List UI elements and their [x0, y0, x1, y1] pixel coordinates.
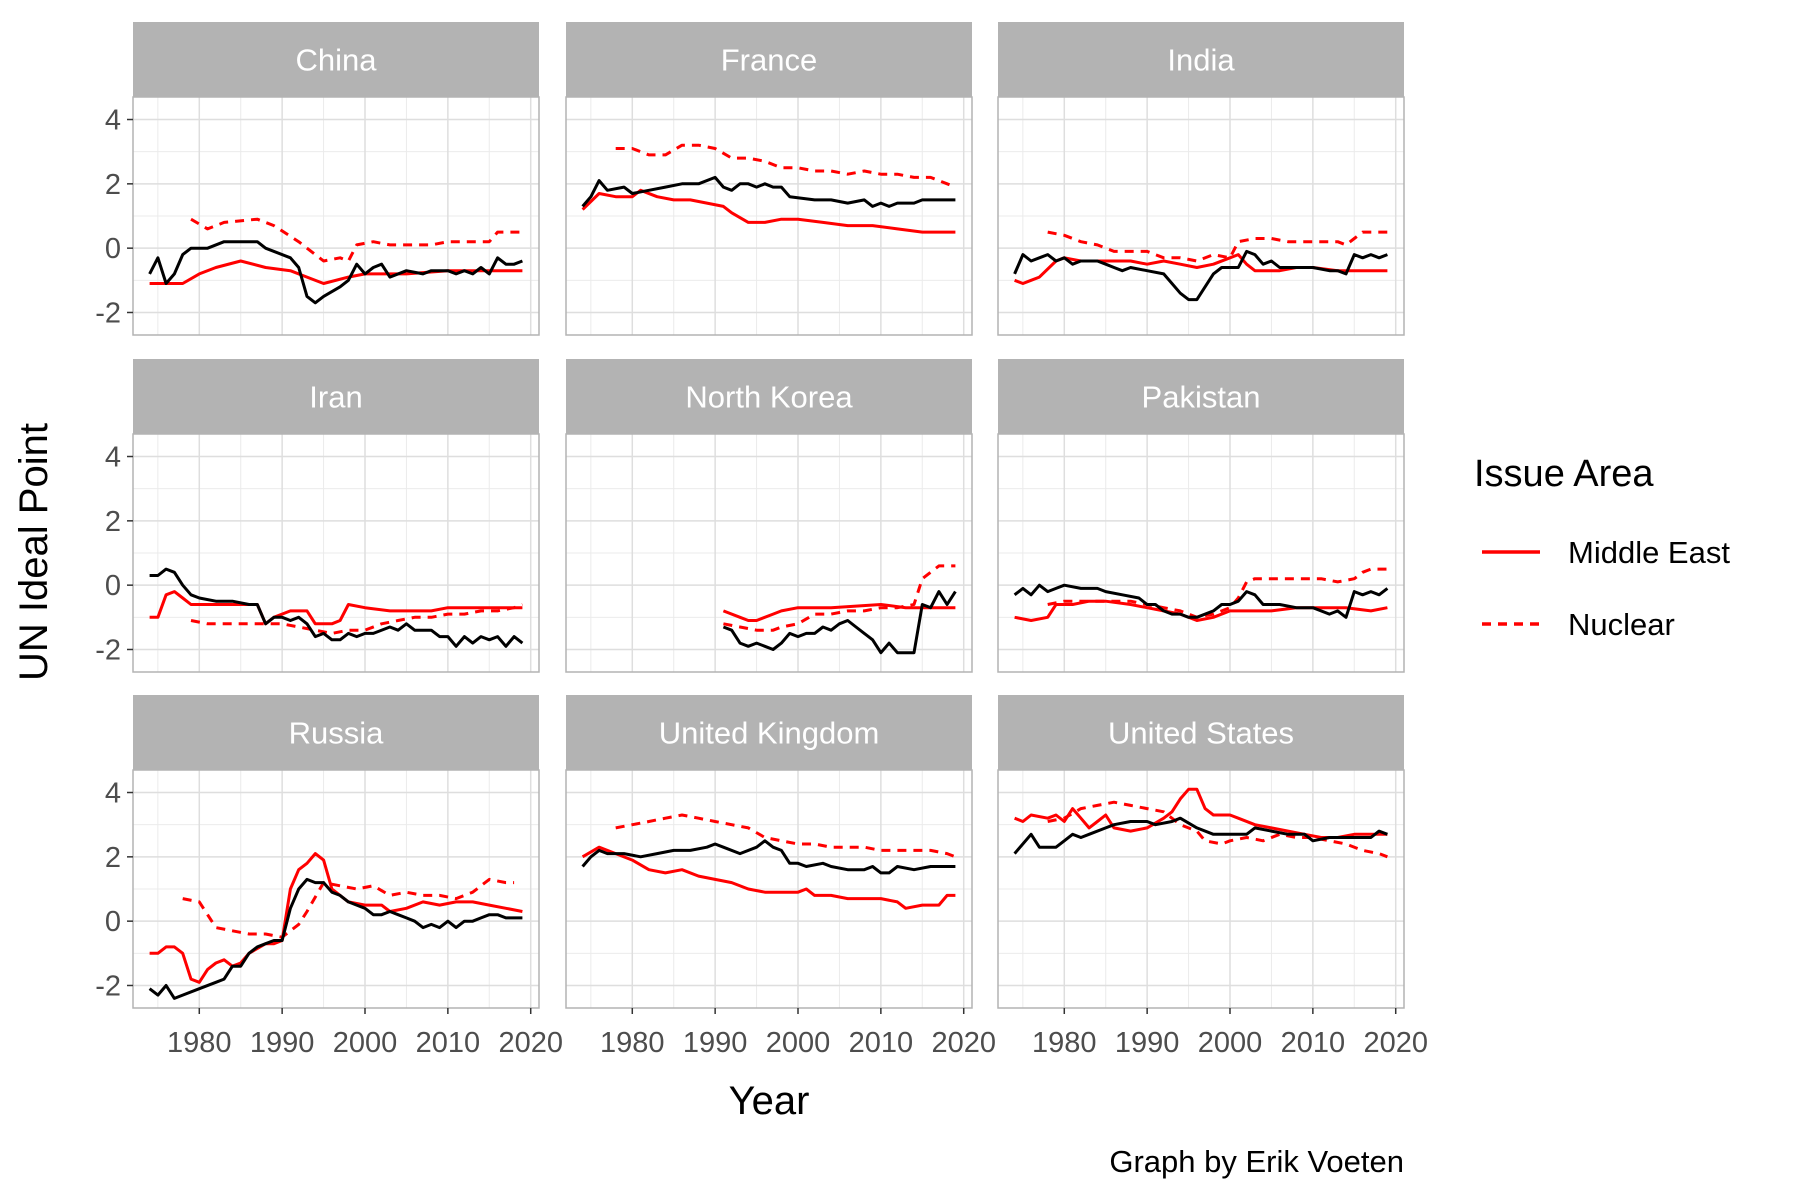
panel-united-states: United States 1980 1990 2000 2010 2020: [997, 695, 1428, 1059]
x-tick-label: 2010: [1281, 1027, 1346, 1059]
y-tick-label: 4: [105, 778, 121, 810]
series-overall: [1013, 583, 1389, 619]
panel-china: China -2 0 2 4: [95, 22, 540, 336]
panel-pakistan: Pakistan: [997, 359, 1405, 673]
x-tick-label: 1980: [1032, 1027, 1097, 1059]
x-tick-label: 2000: [766, 1027, 831, 1059]
y-tick-label: -2: [95, 297, 121, 329]
x-tick-label: 1990: [250, 1027, 315, 1059]
panel-border: [997, 433, 1405, 673]
series-overall: [149, 567, 524, 648]
facet-strip: [133, 22, 539, 97]
facet-title: Pakistan: [1142, 380, 1261, 415]
series-overall: [148, 240, 523, 305]
series-nuclear: [182, 877, 515, 939]
y-tick-label: 2: [105, 842, 121, 874]
y-tick-label: -2: [95, 634, 121, 666]
y-tick-label: 0: [105, 570, 121, 602]
x-tick-label: 1990: [683, 1027, 748, 1059]
facet-strip: [998, 359, 1404, 434]
x-tick-label: 2020: [498, 1027, 563, 1059]
facet-title: United States: [1108, 716, 1294, 751]
panel-border: [997, 769, 1405, 1009]
panel-border: [565, 96, 973, 336]
facet-strip: [566, 22, 972, 97]
facet-title: United Kingdom: [659, 716, 880, 751]
x-tick-label: 1980: [600, 1027, 665, 1059]
y-tick-label: -2: [95, 970, 121, 1002]
series-overall: [722, 590, 957, 655]
x-tick-label: 2010: [849, 1027, 914, 1059]
x-tick-label: 2000: [1198, 1027, 1263, 1059]
y-tick-label: 2: [105, 506, 121, 538]
panel-iran: Iran -2 0 2 4: [95, 359, 540, 673]
legend-label-nuclear: Nuclear: [1568, 607, 1675, 642]
panel-united-kingdom: United Kingdom 1980 1990 2000 2010 2020: [565, 695, 996, 1059]
caption: Graph by Erik Voeten: [1109, 1144, 1404, 1179]
facet-strip: [566, 695, 972, 770]
series-nuclear: [190, 603, 523, 635]
series-middle-east: [149, 590, 523, 626]
panel-border: [132, 769, 540, 1009]
series-nuclear: [1047, 230, 1388, 263]
x-tick-label: 2020: [931, 1027, 996, 1059]
series-middle-east: [722, 603, 956, 622]
series-middle-east: [149, 852, 523, 984]
series-nuclear: [615, 143, 956, 189]
y-tick-label: 2: [105, 169, 121, 201]
facet-title: China: [296, 43, 378, 78]
facet-strip: [566, 359, 972, 434]
panel-border: [132, 433, 540, 673]
x-tick-label: 1990: [1115, 1027, 1180, 1059]
facet-strip: [133, 359, 539, 434]
facet-strip: [998, 695, 1404, 770]
panels-layer: China -2 0 2 4 France India Iran -2 0 2 4 North Kore…: [95, 22, 1428, 1059]
facet-title: India: [1167, 43, 1235, 78]
x-axis-title: Year: [729, 1079, 810, 1123]
facet-title: Iran: [309, 380, 362, 415]
series-overall: [581, 175, 956, 208]
x-tick-label: 2000: [333, 1027, 398, 1059]
x-tick-label: 1980: [167, 1027, 232, 1059]
y-tick-label: 4: [105, 442, 121, 474]
facet-strip: [998, 22, 1404, 97]
panel-russia: Russia -2 0 2 4 1980 1990 2000 2010 2020: [95, 695, 563, 1059]
legend: Issue Area Middle East Nuclear: [1474, 453, 1730, 642]
x-tick-label: 2010: [416, 1027, 481, 1059]
facet-title: Russia: [289, 716, 385, 751]
facet-strip: [133, 695, 539, 770]
facet-title: France: [721, 43, 817, 78]
panel-border: [997, 96, 1405, 336]
series-overall: [581, 839, 956, 875]
y-tick-label: 0: [105, 233, 121, 265]
panel-border: [565, 769, 973, 1009]
panel-border: [565, 433, 973, 673]
legend-title: Issue Area: [1474, 453, 1654, 495]
panel-border: [132, 96, 540, 336]
facet-title: North Korea: [685, 380, 853, 415]
x-tick-label: 2020: [1363, 1027, 1428, 1059]
y-tick-label: 0: [105, 906, 121, 938]
y-tick-label: 4: [105, 105, 121, 137]
series-middle-east: [581, 845, 956, 910]
series-nuclear: [190, 217, 523, 263]
y-axis-title: UN Ideal Point: [12, 423, 56, 681]
panel-india: India: [997, 22, 1405, 336]
series-nuclear: [1047, 800, 1388, 859]
series-overall: [148, 877, 523, 1000]
panel-north-korea: North Korea: [565, 359, 973, 673]
legend-label-middle-east: Middle East: [1568, 535, 1730, 570]
series-overall: [1013, 816, 1388, 855]
panel-france: France: [565, 22, 973, 336]
series-overall: [1013, 249, 1388, 302]
series-nuclear: [615, 813, 956, 859]
